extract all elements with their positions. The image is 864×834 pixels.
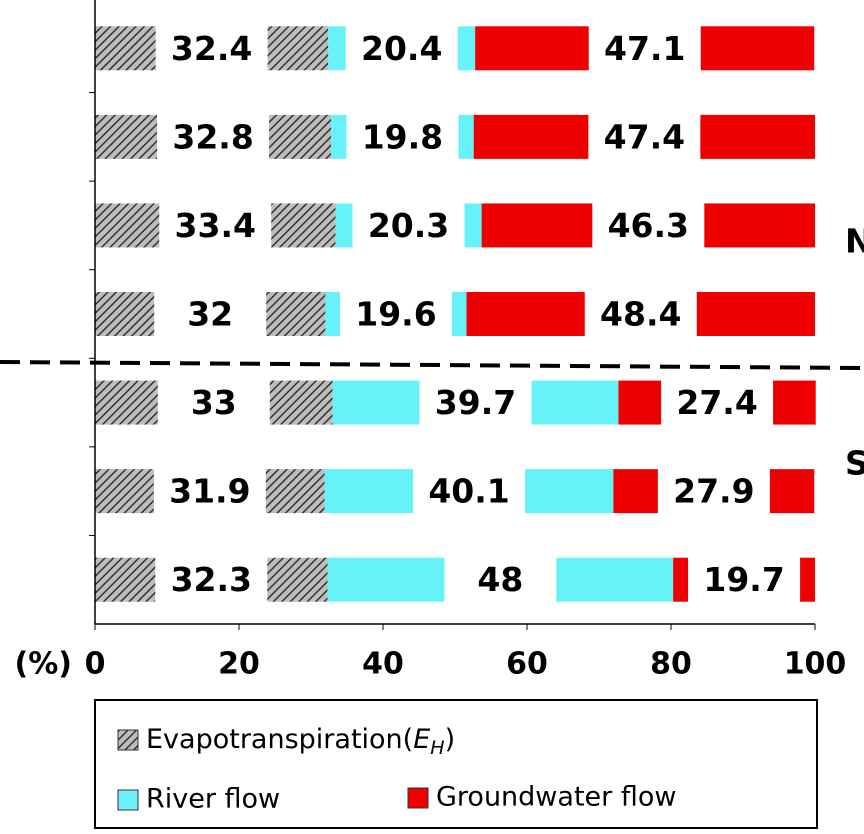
data-label: 47.4 [604,117,685,156]
legend-swatch [118,790,138,810]
x-unit: (%) [15,647,72,682]
data-label: 27.9 [673,472,754,511]
legend-swatch [408,788,428,808]
x-tick-label: 80 [650,647,692,682]
data-label: 48 [477,560,523,599]
x-tick-label: 0 [85,647,106,682]
legend-label: Groundwater flow [436,782,676,813]
data-label: 33.4 [175,206,256,245]
data-label: 32 [187,295,233,334]
data-label: 32.3 [171,560,252,599]
legend-swatch [118,730,138,750]
data-label: 32.8 [172,117,253,156]
x-tick-label: 40 [362,647,404,682]
data-label: 48.4 [600,295,681,334]
legend-label: River flow [146,784,280,815]
data-label: 33 [191,383,237,422]
divider [0,362,864,368]
data-label: 20.3 [368,206,449,245]
data-label: 19.6 [355,295,436,334]
x-tick-label: 100 [784,647,847,682]
data-label: 27.4 [676,383,757,422]
data-label: 19.8 [362,117,443,156]
legend-label: Evapotranspiration(EH) [146,724,455,759]
annotation: N [845,222,864,261]
data-label: 32.4 [171,29,252,68]
data-label: 39.7 [435,383,516,422]
data-label: 40.1 [428,472,509,511]
x-tick-label: 60 [506,647,548,682]
x-tick-label: 20 [218,647,260,682]
data-label: 19.7 [703,560,784,599]
data-label: 20.4 [361,29,442,68]
chart: 32.4 20.4 47.1 32.8 19.8 47.4 33.4 20.3 46.3 32 19… [0,0,864,830]
data-label: 46.3 [608,206,689,245]
annotation: S [845,444,864,483]
data-label: 47.1 [604,29,685,68]
data-label: 31.9 [169,472,250,511]
